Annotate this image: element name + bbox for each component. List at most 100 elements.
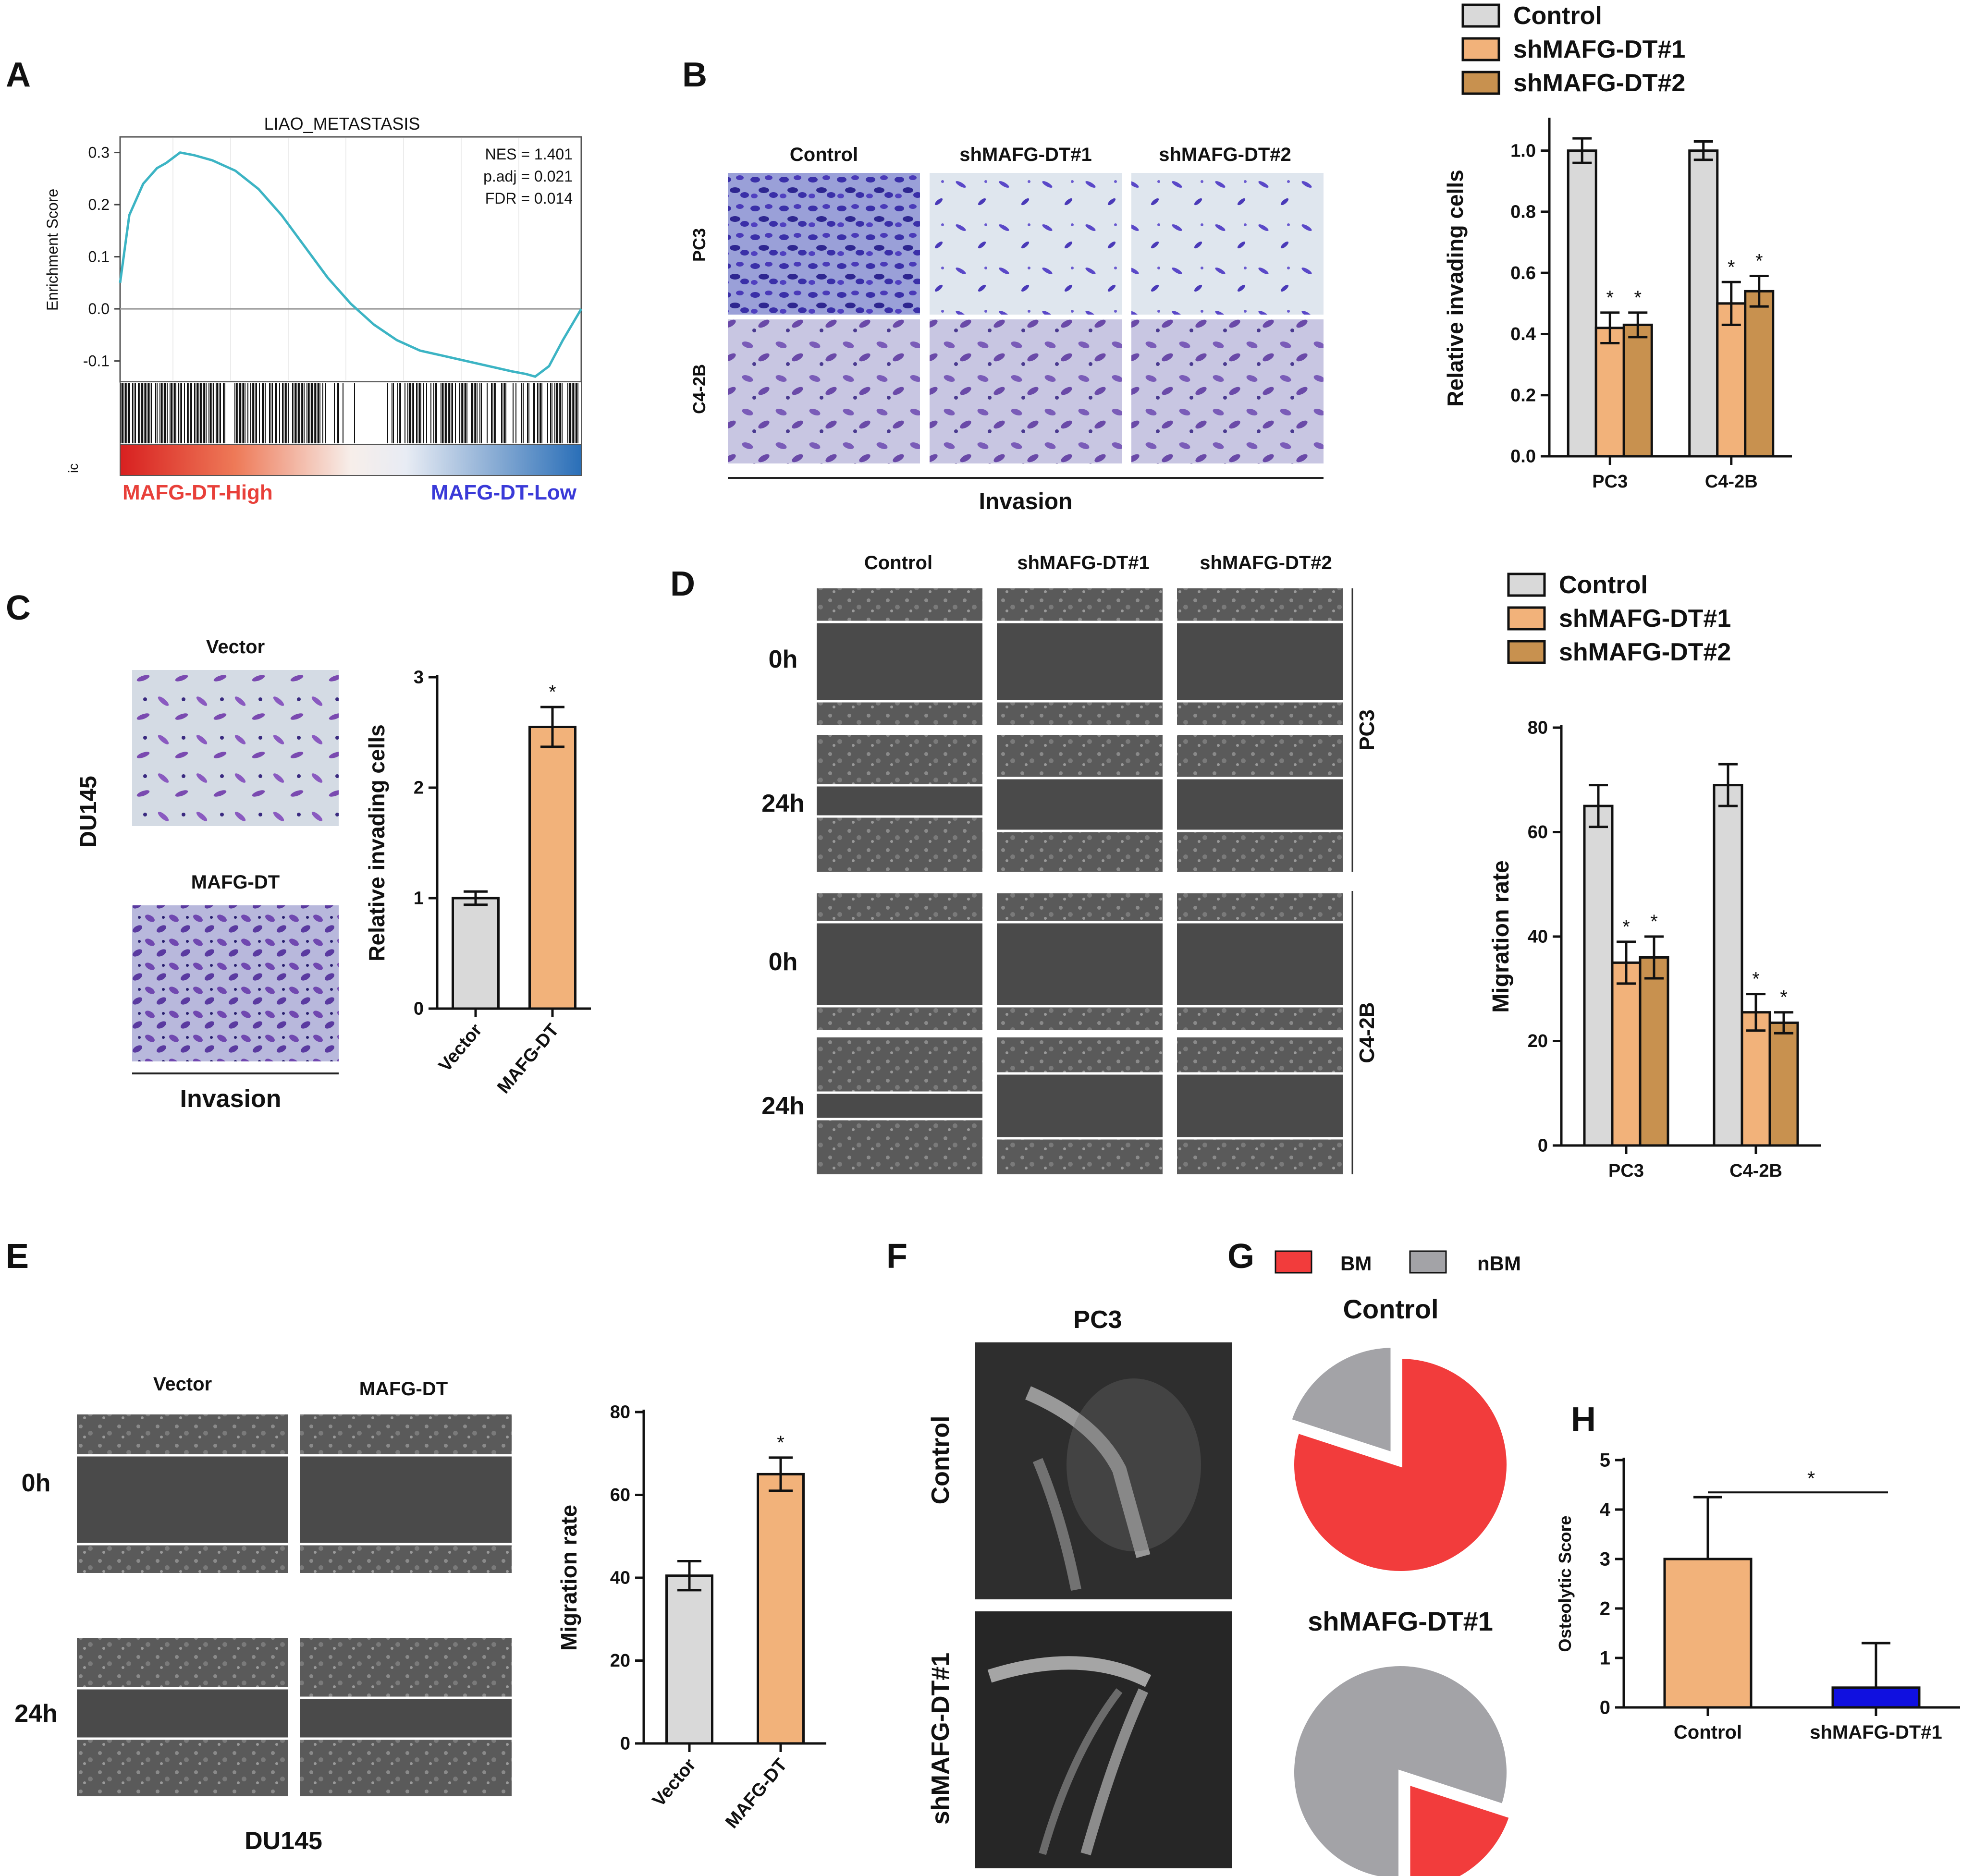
gsea-curve-group: 0.3 0.2 0.1 0.0 -0.1 — [83, 144, 583, 378]
d-time-label-24h-pc3: 24h — [761, 790, 805, 817]
d-wound-image-r3-c2 — [1177, 1037, 1343, 1174]
d-wound-image-r2-c2 — [1177, 893, 1343, 1030]
chart-c-significance-star: * — [549, 682, 556, 703]
d-time-label-0h-c42b: 0h — [769, 948, 798, 976]
panel-letter-b: B — [682, 56, 707, 94]
b-footer-label: Invasion — [979, 489, 1073, 514]
chart-h-ytick-label: 4 — [1600, 1499, 1611, 1520]
gsea-ylabel: Enrichment Score — [44, 189, 61, 311]
d-time-label-24h-c42b: 24h — [761, 1092, 805, 1120]
panel-letter-a: A — [6, 56, 31, 94]
d-group-label-c42b: C4-2B — [1355, 1002, 1379, 1063]
b-image-c42b-control — [728, 319, 920, 463]
chart-d-xtick-label: C4-2B — [1729, 1161, 1782, 1181]
b-col-label-control: Control — [790, 144, 858, 165]
c-footer-label: Invasion — [180, 1085, 282, 1113]
g-pies — [1287, 1344, 1514, 1876]
chart-b: 0.0 0.2 0.4 0.6 0.8 1.0 Relative invading cell… — [1443, 2, 1792, 492]
chart-d-bar-c4-2b-shmafg-dt-1 — [1741, 1011, 1771, 1147]
d-wound-image-r0-c1 — [997, 588, 1163, 725]
chart-h-ytick-label: 1 — [1600, 1647, 1610, 1669]
d-col-label-control: Control — [864, 552, 932, 573]
panel-g: BM nBM Control shMAFG-DT#1 — [1275, 1250, 1521, 1876]
chart-d-ytick-label: 60 — [1528, 822, 1548, 842]
chart-e-bar-vector — [665, 1574, 713, 1745]
chart-b-significance-star: * — [1728, 256, 1735, 278]
chart-e-ytick-label: 20 — [610, 1651, 630, 1671]
c-side-label: DU145 — [76, 776, 101, 847]
chart-b-ylabel: Relative invading cells — [1443, 170, 1468, 406]
chart-b-ytick-label: 0.2 — [1510, 385, 1536, 405]
chart-c: 0 1 2 3 Relative invading cells * Vector MAFG-D… — [364, 668, 591, 1097]
chart-d-significance-star: * — [1622, 916, 1630, 938]
chart-e-xtick-label: MAFG-DT — [722, 1755, 791, 1832]
chart-b-significance-star: * — [1634, 287, 1642, 308]
chart-c-bar-vector — [452, 897, 500, 1010]
f-title: PC3 — [1073, 1306, 1122, 1334]
e-wound-image-r1-c0 — [77, 1638, 288, 1796]
d-wound-images — [817, 588, 1343, 1174]
chart-d-legend-swatch — [1507, 573, 1546, 597]
panel-letter-g: G — [1227, 1237, 1254, 1276]
gsea-stat-fdr: FDR = 0.014 — [485, 190, 573, 207]
chart-h-ytick-label: 5 — [1600, 1450, 1610, 1471]
chart-b-legend-swatch — [1461, 71, 1500, 95]
panel-letter-d: D — [670, 565, 695, 603]
f-row-label-control: Control — [927, 1416, 955, 1505]
d-time-label-0h-pc3: 0h — [769, 646, 798, 673]
chart-b-ytick-label: 0.6 — [1510, 263, 1536, 283]
b-col-label-sh1: shMAFG-DT#1 — [959, 144, 1092, 165]
chart-d-bar-c4-2b-shmafg-dt-2 — [1768, 1021, 1799, 1147]
chart-d-bar-pc3-control — [1583, 804, 1614, 1147]
chart-h-ytick-label: 0 — [1600, 1697, 1610, 1718]
b-row-label-pc3: PC3 — [689, 228, 709, 262]
b-image-c42b-sh2 — [1131, 319, 1324, 463]
d-wound-image-r3-c1 — [997, 1037, 1163, 1174]
chart-d-legend-label: shMAFG-DT#2 — [1559, 638, 1731, 666]
b-image-pc3-sh1 — [930, 173, 1122, 315]
pie-slice-control-nbm — [1287, 1344, 1395, 1457]
chart-b-bar-pc3-control — [1567, 149, 1597, 458]
chart-e-ytick-label: 80 — [610, 1402, 630, 1423]
e-wound-image-r0-c0 — [77, 1414, 288, 1573]
chart-b-xtick-label: PC3 — [1592, 472, 1628, 492]
chart-d-significance-star: * — [1752, 969, 1760, 990]
b-image-pc3-control — [728, 173, 920, 315]
chart-b-xtick-label: C4-2B — [1705, 472, 1758, 492]
panel-letter-c: C — [6, 589, 31, 627]
panel-a: LIAO_METASTASIS 0.3 0.2 0.1 0.0 -0.1 Enrichm… — [44, 114, 583, 504]
chart-b-ytick-label: 0.4 — [1510, 324, 1536, 344]
e-wound-images — [77, 1414, 512, 1796]
chart-d-ylabel: Migration rate — [1488, 860, 1514, 1012]
chart-d-bar-pc3-shmafg-dt-2 — [1639, 956, 1669, 1147]
chart-b-ytick-label: 0.8 — [1510, 202, 1536, 222]
panel-b-images: Control shMAFG-DT#1 shMAFG-DT#2 PC3 C4-2… — [689, 144, 1324, 514]
chart-b-bar-c4-2b-shmafg-dt-2 — [1744, 290, 1775, 458]
chart-b-legend-swatch — [1461, 3, 1500, 28]
gsea-ytick-label: 0.1 — [88, 248, 110, 266]
chart-c-ytick-label: 3 — [414, 668, 424, 688]
chart-c-xtick-label: MAFG-DT — [493, 1020, 563, 1097]
gsea-clipped-label: ic — [66, 463, 81, 473]
gsea-hit-ticks — [121, 383, 578, 443]
chart-h-ylabel: Osteolytic Score — [1555, 1515, 1575, 1652]
panel-letter-e: E — [6, 1237, 29, 1276]
xray-control — [975, 1342, 1232, 1599]
chart-b-bar-c4-2b-control — [1688, 149, 1719, 458]
panel-letter-h: H — [1571, 1401, 1596, 1439]
chart-d-legend-label: Control — [1559, 571, 1648, 599]
panel-f: PC3 Control shMAFG-DT#1 — [927, 1306, 1232, 1868]
d-wound-image-r1-c1 — [997, 735, 1163, 872]
chart-c-ytick-label: 1 — [414, 889, 424, 909]
chart-c-ytick-label: 0 — [414, 999, 424, 1019]
chart-b-legend-swatch — [1461, 37, 1500, 61]
pie-slice-shmafg-dt-1-bm — [1406, 1780, 1514, 1876]
g-pie-title-sh1: shMAFG-DT#1 — [1308, 1606, 1493, 1636]
e-wound-image-r0-c1 — [300, 1414, 512, 1573]
chart-e: 0 20 40 60 80 Migration rate * Vector MAFG-DT — [556, 1402, 826, 1832]
e-col-label-vector: Vector — [153, 1374, 212, 1395]
chart-d-ytick-label: 40 — [1528, 927, 1548, 947]
chart-d-xtick-label: PC3 — [1608, 1161, 1644, 1181]
chart-h-ytick-label: 3 — [1600, 1548, 1610, 1570]
